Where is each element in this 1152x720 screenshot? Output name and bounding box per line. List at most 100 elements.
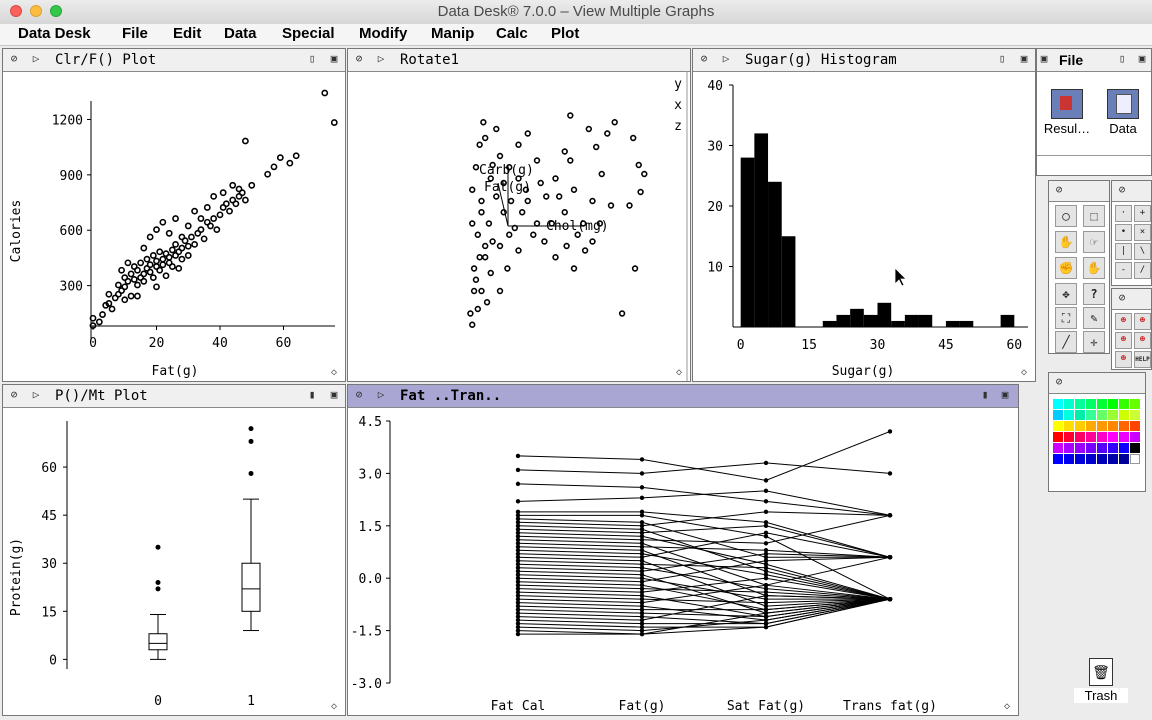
crosshair-tool-icon[interactable]: ✛: [1083, 331, 1105, 353]
close-icon[interactable]: ⊘: [1118, 183, 1126, 196]
color-swatch[interactable]: [1075, 432, 1085, 442]
close-icon[interactable]: ⊘: [1055, 183, 1063, 196]
color-swatch[interactable]: [1108, 432, 1118, 442]
color-swatch[interactable]: [1075, 454, 1085, 464]
close-icon[interactable]: ⊘: [1118, 291, 1126, 304]
color-swatch[interactable]: [1119, 410, 1129, 420]
hyperview-triangle-icon[interactable]: ▷: [32, 388, 40, 401]
hyperview-triangle-icon[interactable]: ▷: [32, 52, 40, 65]
marquee-tool-icon[interactable]: ⬚: [1083, 205, 1105, 227]
line-tool-icon[interactable]: ╱: [1055, 331, 1077, 353]
resize-handle-icon[interactable]: ◇: [331, 367, 338, 378]
lasso-tool-icon[interactable]: ◯: [1055, 205, 1077, 227]
color-swatch[interactable]: [1053, 410, 1063, 420]
close-icon[interactable]: ⊘: [10, 52, 18, 65]
color-swatch[interactable]: [1053, 454, 1063, 464]
color-swatch[interactable]: [1119, 399, 1129, 409]
color-swatch[interactable]: [1097, 443, 1107, 453]
menu-manip[interactable]: Manip: [431, 25, 475, 42]
plus-symbol-icon[interactable]: +: [1134, 205, 1151, 222]
rotating-plot-chart[interactable]: Carb(g) Fat(g) Chol(mg) yxz: [348, 71, 690, 381]
color-swatch[interactable]: [1108, 454, 1118, 464]
color-swatch[interactable]: [1130, 443, 1140, 453]
diagonal-symbol-icon[interactable]: \: [1134, 243, 1151, 260]
color-swatch[interactable]: [1130, 432, 1140, 442]
color-swatch[interactable]: [1130, 454, 1140, 464]
boxplot-window[interactable]: ⊘ ▷ P()/Mt Plot ▮ ▣ 01530456001MeatProte…: [2, 384, 346, 716]
menu-edit[interactable]: Edit: [173, 25, 202, 42]
resize-handle-icon[interactable]: ◇: [1004, 701, 1011, 712]
color-swatch[interactable]: [1064, 443, 1074, 453]
zoom-box-icon[interactable]: ▣: [330, 52, 338, 65]
red-face-icon[interactable]: ☻: [1115, 332, 1132, 349]
help-icon[interactable]: HELP: [1134, 351, 1151, 368]
color-swatch[interactable]: [1119, 454, 1129, 464]
color-swatch[interactable]: [1097, 399, 1107, 409]
minimize-window-button[interactable]: [30, 5, 42, 17]
color-swatch[interactable]: [1119, 443, 1129, 453]
symbol-palette-titlebar[interactable]: ⊘: [1112, 181, 1151, 202]
color-swatch[interactable]: [1075, 399, 1085, 409]
close-icon[interactable]: ⊘: [355, 388, 363, 401]
file-window-titlebar[interactable]: ▣ File ▯ ▣: [1037, 49, 1151, 72]
color-swatch[interactable]: [1064, 432, 1074, 442]
resize-handle-icon[interactable]: ◇: [676, 367, 683, 378]
hyperview-triangle-icon[interactable]: ▷: [722, 52, 730, 65]
color-swatch[interactable]: [1086, 421, 1096, 431]
zoom-box-icon[interactable]: ▣: [1040, 52, 1048, 65]
color-swatch[interactable]: [1064, 410, 1074, 420]
pencil-tool-icon[interactable]: ✎: [1083, 307, 1105, 329]
page-icon[interactable]: ▮: [308, 388, 316, 401]
paint-bucket-tool-icon[interactable]: ⛶: [1055, 307, 1077, 329]
close-icon[interactable]: ⊘: [1055, 375, 1063, 388]
color-swatch[interactable]: [1053, 399, 1063, 409]
extra-tools-palette-titlebar[interactable]: ⊘: [1112, 289, 1151, 310]
color-swatch[interactable]: [1097, 454, 1107, 464]
zoom-box-icon[interactable]: ▣: [1020, 52, 1028, 65]
color-swatch[interactable]: [1108, 399, 1118, 409]
close-icon[interactable]: ⊘: [10, 388, 18, 401]
grab-hand-tool-icon[interactable]: ✊: [1055, 257, 1077, 279]
hyperview-triangle-icon[interactable]: ▷: [377, 388, 385, 401]
point-symbol-icon[interactable]: •: [1115, 224, 1132, 241]
color-swatch-grid[interactable]: [1053, 399, 1143, 489]
close-icon[interactable]: ⊘: [700, 52, 708, 65]
color-swatch[interactable]: [1086, 443, 1096, 453]
red-face-icon[interactable]: ☻: [1115, 351, 1132, 368]
close-window-button[interactable]: [10, 5, 22, 17]
color-swatch[interactable]: [1086, 432, 1096, 442]
color-palette-titlebar[interactable]: ⊘: [1049, 373, 1145, 394]
parallel-coordinates-window[interactable]: ⊘ ▷ Fat ..Tran.. ▮ ▣ -3.0 -1.5 0.0 1.5 3.0 4.…: [347, 384, 1019, 716]
expand-arrows-tool-icon[interactable]: ✥: [1055, 283, 1077, 305]
scatter-window-titlebar[interactable]: ⊘ ▷ Clr/F() Plot ▯ ▣: [3, 49, 345, 72]
color-swatch[interactable]: [1064, 399, 1074, 409]
color-swatch[interactable]: [1108, 410, 1118, 420]
results-folder[interactable]: Resul…: [1041, 89, 1093, 136]
pointing-hand-tool-icon[interactable]: ☞: [1083, 231, 1105, 253]
parallel-window-titlebar[interactable]: ⊘ ▷ Fat ..Tran.. ▮ ▣: [348, 385, 1018, 408]
page-icon[interactable]: ▯: [308, 52, 316, 65]
color-swatch[interactable]: [1075, 421, 1085, 431]
page-icon[interactable]: ▯: [998, 52, 1006, 65]
menu-data[interactable]: Data: [224, 25, 257, 42]
page-icon[interactable]: ▯: [1118, 52, 1126, 65]
dash-symbol-icon[interactable]: -: [1115, 262, 1132, 279]
histogram-window-titlebar[interactable]: ⊘ ▷ Sugar(g) Histogram ▯ ▣: [693, 49, 1035, 72]
color-swatch[interactable]: [1086, 399, 1096, 409]
boxplot-window-titlebar[interactable]: ⊘ ▷ P()/Mt Plot ▮ ▣: [3, 385, 345, 408]
histogram-window[interactable]: ⊘ ▷ Sugar(g) Histogram ▯ ▣ 10 20 30 40 0 15 30…: [692, 48, 1036, 382]
color-swatch[interactable]: [1097, 421, 1107, 431]
menu-modify[interactable]: Modify: [359, 25, 408, 42]
color-swatch[interactable]: [1119, 421, 1129, 431]
color-swatch[interactable]: [1108, 443, 1118, 453]
help-tool-icon[interactable]: ?: [1083, 283, 1105, 305]
menu-calc[interactable]: Calc: [496, 25, 528, 42]
menu-file[interactable]: File: [122, 25, 148, 42]
color-swatch[interactable]: [1130, 410, 1140, 420]
slash-symbol-icon[interactable]: /: [1134, 262, 1151, 279]
cross-symbol-icon[interactable]: ×: [1134, 224, 1151, 241]
zoom-hand-tool-icon[interactable]: ✋: [1083, 257, 1105, 279]
color-swatch[interactable]: [1097, 410, 1107, 420]
color-swatch[interactable]: [1108, 421, 1118, 431]
color-swatch[interactable]: [1130, 399, 1140, 409]
